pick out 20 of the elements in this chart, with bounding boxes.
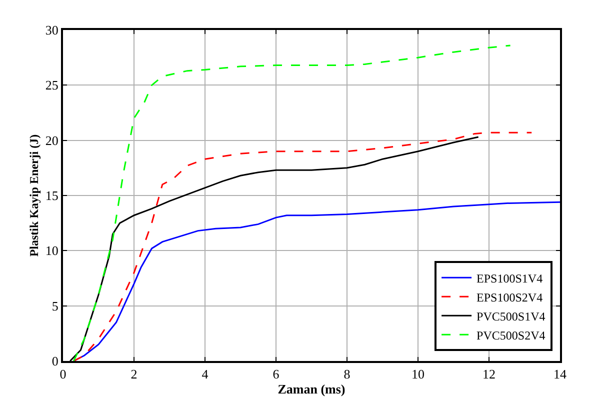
x-tick-label: 2 <box>130 366 138 382</box>
x-tick-label: 12 <box>482 366 496 382</box>
y-tick-label: 5 <box>52 298 58 314</box>
y-tick-label: 15 <box>45 188 58 204</box>
legend-label: EPS100S1V4 <box>476 271 543 286</box>
y-tick-label: 20 <box>45 132 58 148</box>
y-tick-label: 10 <box>45 243 58 258</box>
y-tick-label: 0 <box>52 354 58 369</box>
x-tick-label: 4 <box>202 366 209 382</box>
y-tick-label: 30 <box>45 22 58 38</box>
x-tick-label: 14 <box>554 366 567 382</box>
x-axis-title: Zaman (ms) <box>278 382 346 397</box>
x-tick-label: 8 <box>344 366 350 382</box>
x-tick-label: 10 <box>412 366 424 382</box>
y-axis-title: Plastik Kayip Enerji (J) <box>27 134 42 257</box>
x-tick-label: 6 <box>272 366 280 382</box>
legend-label: PVC500S1V4 <box>476 309 546 324</box>
legend-label: PVC500S2V4 <box>476 328 546 342</box>
y-tick-label: 25 <box>45 78 58 93</box>
legend-label: EPS100S2V4 <box>476 290 543 304</box>
